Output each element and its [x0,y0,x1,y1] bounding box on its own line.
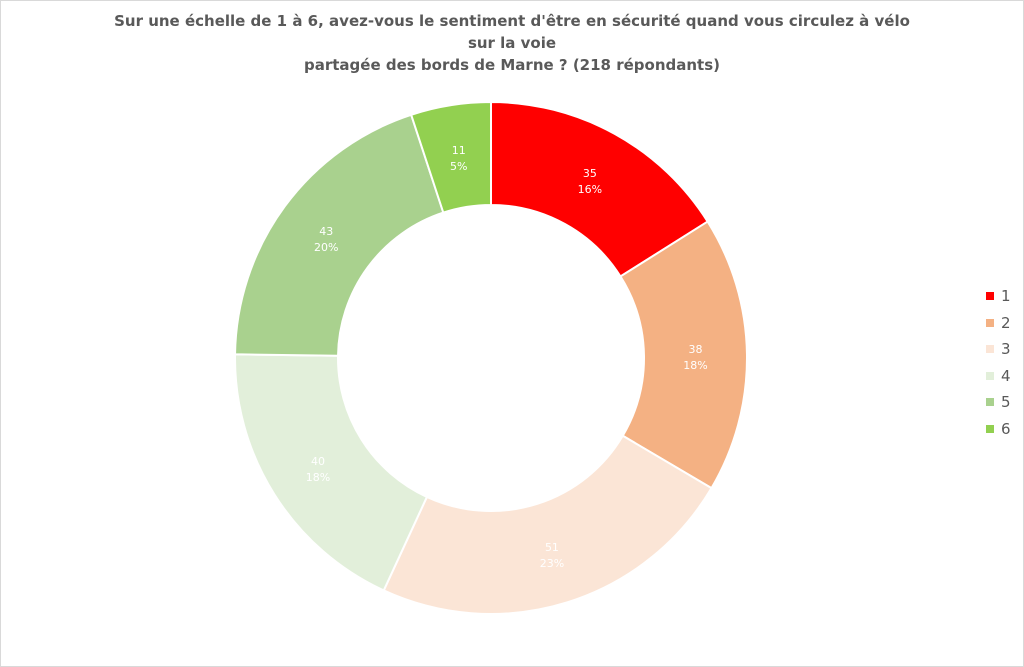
data-label-percent-4: 18% [306,471,330,484]
legend-swatch-4 [986,371,994,380]
legend-swatch-5 [986,398,994,407]
legend-swatch-1 [986,292,994,301]
data-label-value-2: 38 [688,343,702,356]
legend-label-1: 1 [1001,287,1011,306]
data-label-value-6: 11 [452,144,466,157]
data-label-value-1: 35 [583,167,597,180]
chart-title-line-2: partagée des bords de Marne ? (218 répon… [304,56,720,74]
donut-slice-4 [234,353,429,592]
data-label-value-5: 43 [319,225,333,238]
chart-legend: 1 2 3 4 5 6 [986,283,1011,442]
legend-item-3: 3 [986,336,1011,363]
legend-item-6: 6 [986,416,1011,443]
data-label-value-3: 51 [545,541,559,554]
legend-swatch-2 [986,318,994,327]
legend-item-2: 2 [986,310,1011,337]
data-label-percent-6: 5% [450,160,467,173]
legend-swatch-3 [986,345,994,354]
legend-swatch-6 [986,424,994,433]
donut-slice-1 [490,100,710,278]
donut-slice-5 [234,113,445,357]
legend-label-4: 4 [1001,366,1011,385]
legend-item-1: 1 [986,283,1011,310]
data-label-percent-5: 20% [314,241,338,254]
donut-slice-6 [409,100,492,214]
legend-label-2: 2 [1001,313,1011,332]
data-label-percent-2: 18% [683,359,707,372]
data-label-percent-1: 16% [578,183,602,196]
legend-item-4: 4 [986,363,1011,390]
data-label-percent-3: 23% [540,557,564,570]
data-label-value-4: 40 [311,455,325,468]
chart-title: Sur une échelle de 1 à 6, avez-vous le s… [101,10,923,76]
legend-label-6: 6 [1001,419,1011,438]
chart-title-line-1: Sur une échelle de 1 à 6, avez-vous le s… [114,12,910,52]
donut-slice-2 [619,220,748,490]
donut-slice-3 [382,434,713,615]
legend-label-5: 5 [1001,393,1011,412]
legend-label-3: 3 [1001,340,1011,359]
legend-item-5: 5 [986,389,1011,416]
data-label-6: 115% [450,144,467,173]
